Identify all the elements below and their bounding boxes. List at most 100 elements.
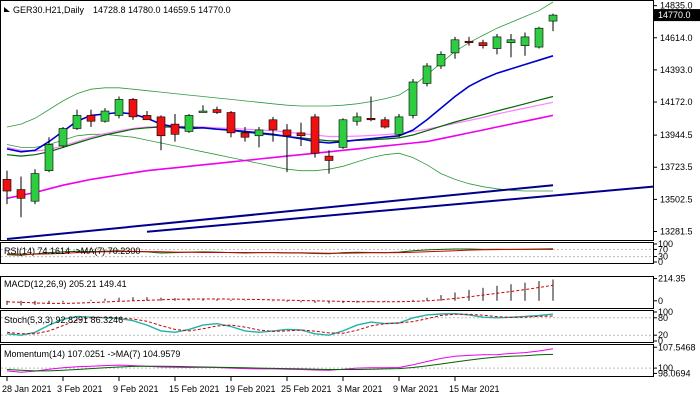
candle-body [324,155,334,161]
macd-panel [0,276,654,309]
price-axis-label: 14614.0 [660,33,693,43]
panel-axis-label: 100 [658,363,673,373]
panel-axis-label: 98.0694 [658,368,691,378]
candle-body [478,42,488,46]
candle-body [338,119,348,148]
candle-body [212,109,222,113]
candle-body [254,129,264,137]
price-axis-label: 13281.5 [660,227,693,237]
candle-body [352,116,362,122]
candle-body [184,115,194,132]
candle-body [16,189,26,199]
panel-axis-label: 0 [658,296,663,306]
price-panel [0,0,654,241]
price-axis: 14835.0 14614.0 14393.0 14172.0 13944.5 13723… [653,1,700,237]
panel-axis-label: 214.35 [658,274,686,284]
pink-ma-line [6,101,554,152]
candle-body [534,27,544,48]
panel-axis-label: 70 [658,244,668,254]
macd-label: MACD(12,26,9) 205.21 149.41 [4,279,127,289]
price-axis-label: 14835.0 [660,1,693,11]
momentum-ma-line [6,353,554,372]
candle-body [436,54,446,67]
rsi-ma-line [6,248,553,255]
panel-axis-label: 80 [658,313,668,323]
bollinger-upper-line [6,1,554,128]
panel-axis-label: 0 [658,257,663,267]
current-price-label: 14770.0 [658,10,691,20]
macd-signal-line [6,284,554,304]
price-axis-label: 13944.5 [660,130,693,140]
date-axis-label: 9 Mar 2021 [393,384,439,394]
price-axis-label: 14393.0 [660,65,693,75]
candle-body [380,119,390,128]
blue-ma-line [6,55,554,153]
candle-body [170,123,180,135]
candle-body [408,81,418,116]
candle-body [240,132,250,138]
bollinger-lower-line [6,133,553,192]
candle-body [310,116,320,154]
price-axis-label: 14172.0 [660,97,693,107]
candle-body [58,128,68,147]
date-axis-label: 25 Feb 2021 [281,384,332,394]
date-axis-label: 28 Jan 2021 [2,384,52,394]
trendline-lower [146,185,654,233]
date-axis-label: 19 Feb 2021 [225,384,276,394]
stoch-d-line [6,313,554,335]
candle-body [520,36,530,46]
candle-body [72,115,82,129]
candle-body [2,179,12,192]
symbol-marker-icon [4,7,10,12]
panel-axis-label: 20 [658,330,668,340]
candle-body [268,119,278,131]
candle-body [492,36,502,49]
candle-body [156,116,166,137]
symbol-label: GER30.H21,Daily [13,5,85,15]
momentum-label: Momentum(14) 107.0251 ->MA(7) 104.9579 [4,349,180,359]
candle-body [366,118,376,121]
candle-body [226,112,236,134]
current-price-box [654,9,700,22]
macd-layer: 214.35 0 [6,274,686,306]
candle-body [394,116,404,135]
date-axis-label: 15 Feb 2021 [169,384,220,394]
ohlc-label: 14728.8 14780.0 14659.5 14770.0 [93,5,231,15]
price-layer [2,1,654,240]
price-axis-label: 13502.5 [660,194,693,204]
panel-axis-label: 100 [658,239,673,249]
date-axis-label: 3 Mar 2021 [337,384,383,394]
candle-body [114,99,124,116]
panel-axis-label: 107.5468 [658,342,696,352]
candle-body [464,40,474,44]
date-axis-label: 15 Mar 2021 [449,384,500,394]
candle-body [30,173,40,202]
candle-body [282,129,292,137]
candle-body [506,39,516,44]
trendline-upper [6,184,554,240]
candle-body [100,110,110,122]
panel-axis-label: 0 [658,336,663,346]
date-axis: 28 Jan 2021 3 Feb 2021 9 Feb 2021 15 Feb 20… [2,377,500,394]
candle-body [450,39,460,54]
momentum-line [6,348,554,373]
candle-body [198,110,208,113]
panel-axis-label: 30 [658,252,668,262]
candle-body [86,115,96,122]
panel-axis-label: 100 [658,307,673,317]
candle-body [44,144,54,171]
price-axis-label: 13723.5 [660,162,693,172]
candle-body [296,132,306,137]
stoch-label: Stoch(5,3,3) 92.8291 86.3246 [4,315,123,325]
candle-body [422,65,432,84]
magenta-ma-line [6,114,554,200]
candle-body [142,115,152,121]
candle-body [128,99,138,118]
candle-body [548,14,558,22]
date-axis-label: 3 Feb 2021 [57,384,103,394]
date-axis-label: 9 Feb 2021 [113,384,159,394]
